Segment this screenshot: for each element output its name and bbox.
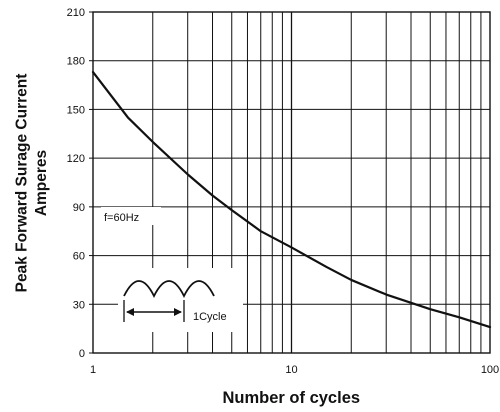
cycle-label: 1Cycle (193, 311, 227, 323)
cycle-diagram-bg (118, 268, 243, 332)
rectified-wave-icon (123, 280, 215, 299)
y-tick-label: 0 (79, 348, 85, 360)
x-axis-label: Number of cycles (222, 389, 361, 407)
x-tick-label: 10 (285, 364, 297, 376)
surge-current-curve (91, 70, 492, 329)
frequency-label: f=60Hz (104, 212, 139, 224)
y-tick-label: 210 (67, 7, 85, 19)
y-axis-unit-label: Amperes (33, 149, 51, 216)
x-tick-label: 100 (481, 364, 499, 376)
cycle-arrow-right-head (174, 308, 182, 316)
x-tick-label: 1 (90, 364, 96, 376)
frequency-label-bg (101, 207, 161, 225)
cycle-arrow-left-head (126, 308, 134, 316)
y-tick-label: 30 (73, 299, 85, 311)
y-tick-label: 90 (73, 202, 85, 214)
y-tick-label: 120 (67, 153, 85, 165)
y-tick-label: 180 (67, 56, 85, 68)
y-tick-label: 60 (73, 251, 85, 263)
y-axis-label: Peak Forward Surage Current (12, 73, 30, 292)
y-tick-label: 150 (67, 104, 85, 116)
